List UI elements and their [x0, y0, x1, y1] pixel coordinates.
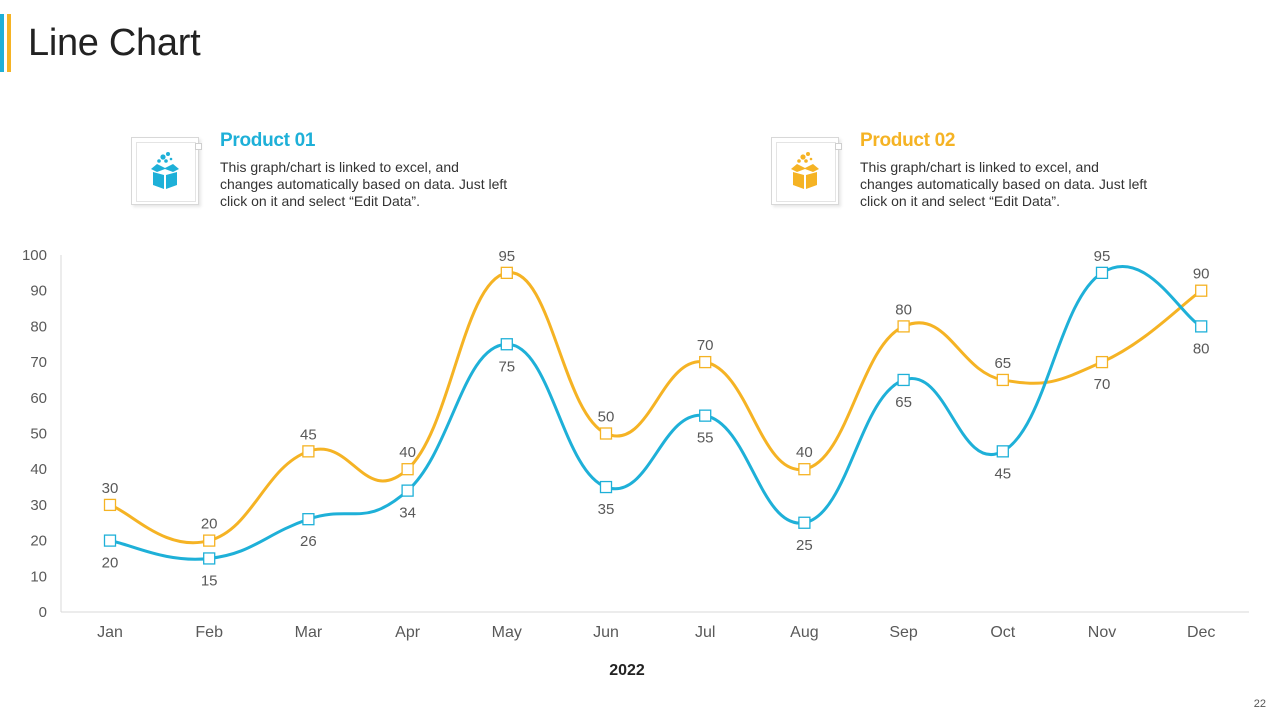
- data-point-product-01: [599, 480, 613, 494]
- legend-card-product-02: Product 02 This graph/chart is linked to…: [771, 130, 1151, 212]
- data-label-product-02: 70: [697, 337, 714, 354]
- legend-title-product-02: Product 02: [860, 130, 956, 151]
- y-tick-label: 70: [30, 354, 47, 371]
- legend-description-product-02: This graph/chart is linked to excel, and…: [860, 159, 1148, 209]
- data-label-product-01: 75: [498, 358, 515, 375]
- y-tick-label: 20: [30, 533, 47, 550]
- data-point-product-01: [1195, 320, 1208, 333]
- page-title: Line Chart: [28, 22, 201, 64]
- data-point-product-01: [500, 338, 513, 351]
- data-point-product-02: [996, 373, 1009, 387]
- y-tick-label: 30: [30, 497, 47, 514]
- icon-frame: [131, 137, 202, 205]
- data-label-product-01: 45: [994, 465, 1011, 482]
- data-label-product-02: 20: [201, 516, 218, 533]
- data-point-product-01: [798, 516, 811, 529]
- data-label-product-01: 55: [697, 430, 714, 447]
- data-label-product-02: 80: [895, 301, 912, 318]
- y-tick-label: 80: [30, 318, 47, 335]
- data-label-product-01: 26: [300, 533, 317, 550]
- data-point-product-01: [103, 534, 117, 547]
- data-label-product-02: 65: [994, 355, 1011, 372]
- y-tick-label: 10: [30, 568, 47, 585]
- data-point-product-02: [203, 534, 216, 547]
- x-tick-label: Sep: [889, 624, 918, 641]
- x-tick-label: May: [492, 624, 522, 641]
- x-tick-label: Jul: [695, 624, 715, 641]
- data-label-product-02: 70: [1094, 376, 1111, 393]
- data-label-product-02: 40: [399, 444, 416, 461]
- x-tick-label: Apr: [395, 624, 421, 641]
- x-tick-label: Jun: [593, 624, 619, 641]
- data-label-product-01: 95: [1094, 248, 1111, 265]
- legend-card-product-01: Product 01 This graph/chart is linked to…: [131, 130, 511, 212]
- data-label-product-01: 25: [796, 537, 813, 554]
- data-point-product-02: [103, 498, 117, 512]
- data-label-product-01: 20: [102, 555, 119, 572]
- data-point-product-01: [1095, 266, 1109, 280]
- data-point-product-02: [302, 445, 315, 458]
- series-line-product-01: [108, 264, 1203, 561]
- title-accent-bar-yellow: [7, 14, 11, 72]
- data-label-product-01: 34: [399, 505, 416, 522]
- data-label-product-02: 40: [796, 444, 813, 461]
- data-label-product-02: 30: [102, 480, 119, 497]
- data-point-product-02: [798, 463, 811, 476]
- x-tick-label: Jan: [97, 624, 123, 641]
- data-label-product-02: 50: [598, 409, 615, 426]
- x-tick-label: Oct: [990, 624, 1015, 641]
- data-label-product-01: 15: [201, 572, 218, 589]
- legend-title-product-01: Product 01: [220, 130, 316, 151]
- gift-box-icon: [791, 152, 819, 189]
- y-tick-label: 100: [22, 247, 47, 264]
- data-point-product-01: [996, 445, 1009, 458]
- x-tick-label: Mar: [295, 624, 323, 641]
- icon-frame: [771, 137, 842, 205]
- y-tick-label: 90: [30, 283, 47, 300]
- data-label-product-02: 90: [1193, 266, 1210, 283]
- y-tick-label: 0: [39, 604, 47, 621]
- data-label-product-01: 65: [895, 394, 912, 411]
- y-tick-label: 50: [30, 426, 47, 443]
- legend-description-product-01: This graph/chart is linked to excel, and…: [220, 159, 508, 209]
- page-number: 22: [1253, 698, 1266, 710]
- series-line-product-02: [108, 271, 1203, 545]
- data-point-product-02: [401, 463, 414, 476]
- data-point-product-01: [897, 373, 910, 387]
- x-tick-label: Aug: [790, 624, 818, 641]
- data-label-product-02: 95: [498, 248, 515, 265]
- x-tick-label: Feb: [195, 624, 223, 641]
- data-point-product-02: [599, 427, 613, 440]
- data-point-product-02: [1095, 355, 1109, 369]
- data-label-product-02: 45: [300, 426, 317, 443]
- x-tick-label: Dec: [1187, 624, 1215, 641]
- data-label-product-01: 80: [1193, 340, 1210, 357]
- title-accent-bar-blue: [0, 14, 4, 72]
- y-tick-label: 60: [30, 390, 47, 407]
- x-axis-title: 2022: [609, 662, 645, 679]
- data-point-product-02: [897, 320, 910, 333]
- data-point-product-01: [302, 513, 315, 526]
- data-label-product-01: 35: [598, 501, 615, 518]
- gift-box-icon: [151, 152, 179, 189]
- data-point-product-02: [1195, 284, 1208, 297]
- data-point-product-02: [500, 266, 513, 280]
- data-point-product-01: [699, 409, 712, 422]
- y-tick-label: 40: [30, 461, 47, 478]
- data-point-product-01: [401, 484, 414, 497]
- x-tick-label: Nov: [1088, 624, 1116, 641]
- data-point-product-02: [699, 355, 712, 369]
- data-point-product-01: [203, 552, 216, 565]
